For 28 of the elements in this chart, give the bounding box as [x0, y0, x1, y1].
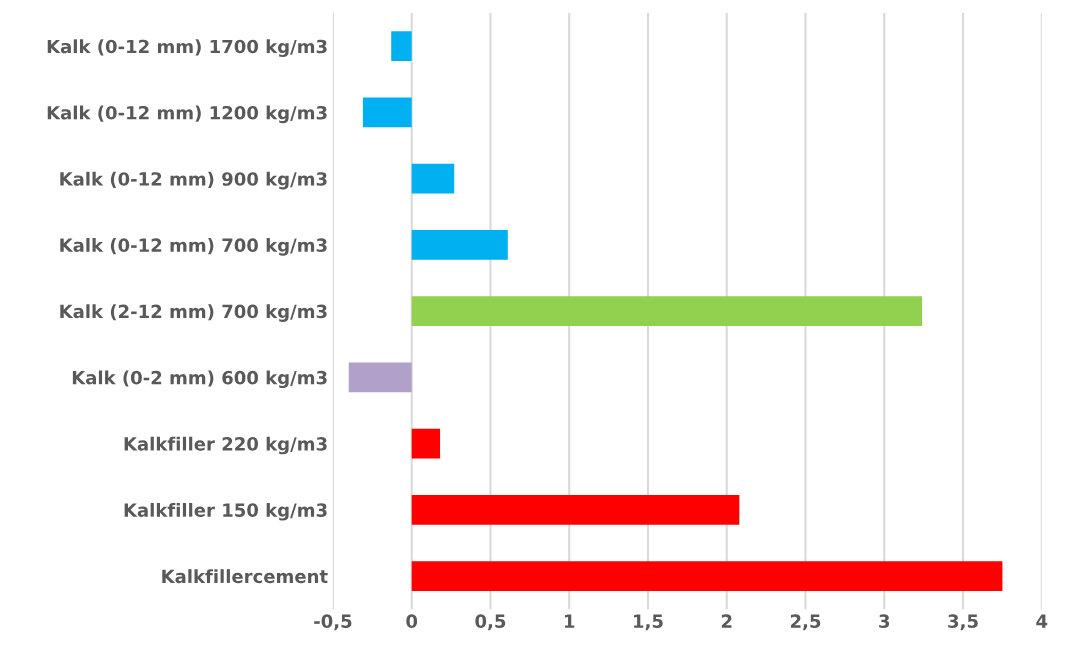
y-tick-label: Kalk (0-12 mm) 1700 kg/m3 — [47, 39, 327, 57]
bar — [348, 362, 412, 393]
bar — [411, 428, 441, 459]
bar — [411, 163, 455, 194]
x-tick-label: 0,5 — [475, 614, 506, 631]
y-tick-label: Kalk (0-12 mm) 900 kg/m3 — [60, 171, 327, 190]
x-tick-label: 0 — [406, 614, 418, 628]
bar — [411, 296, 923, 327]
x-tick-label: 3,5 — [948, 614, 978, 631]
x-tick-label: 2 — [721, 614, 732, 628]
bar — [411, 494, 740, 525]
bar — [391, 31, 412, 62]
y-tick-label: Kalk (0-12 mm) 700 kg/m3 — [60, 238, 327, 256]
x-tick-label: -0,5 — [314, 614, 352, 631]
x-tick-label: 1 — [564, 614, 575, 628]
x-tick-label: 3 — [879, 614, 890, 628]
x-tick-label: 4 — [1036, 614, 1048, 628]
bar — [411, 561, 1003, 591]
bar — [411, 230, 508, 260]
y-tick-label: Kalkfiller 150 kg/m3 — [124, 502, 327, 521]
y-tick-label: Kalk (0-12 mm) 1200 kg/m3 — [47, 105, 327, 124]
y-tick-label: Kalk (2-12 mm) 700 kg/m3 — [60, 304, 327, 322]
bar — [362, 97, 412, 128]
y-tick-label: Kalkfillercement — [162, 569, 328, 584]
y-tick-label: Kalkfiller 220 kg/m3 — [124, 436, 327, 455]
x-tick-label: 2,5 — [790, 614, 821, 631]
y-tick-label: Kalk (0-2 mm) 600 kg/m3 — [72, 370, 327, 389]
x-tick-label: 1,5 — [634, 614, 663, 631]
